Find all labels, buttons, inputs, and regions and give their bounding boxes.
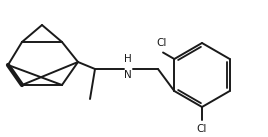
Text: Cl: Cl bbox=[197, 124, 207, 134]
Text: N: N bbox=[124, 70, 132, 80]
Text: Cl: Cl bbox=[157, 38, 167, 48]
Text: H: H bbox=[124, 54, 132, 64]
